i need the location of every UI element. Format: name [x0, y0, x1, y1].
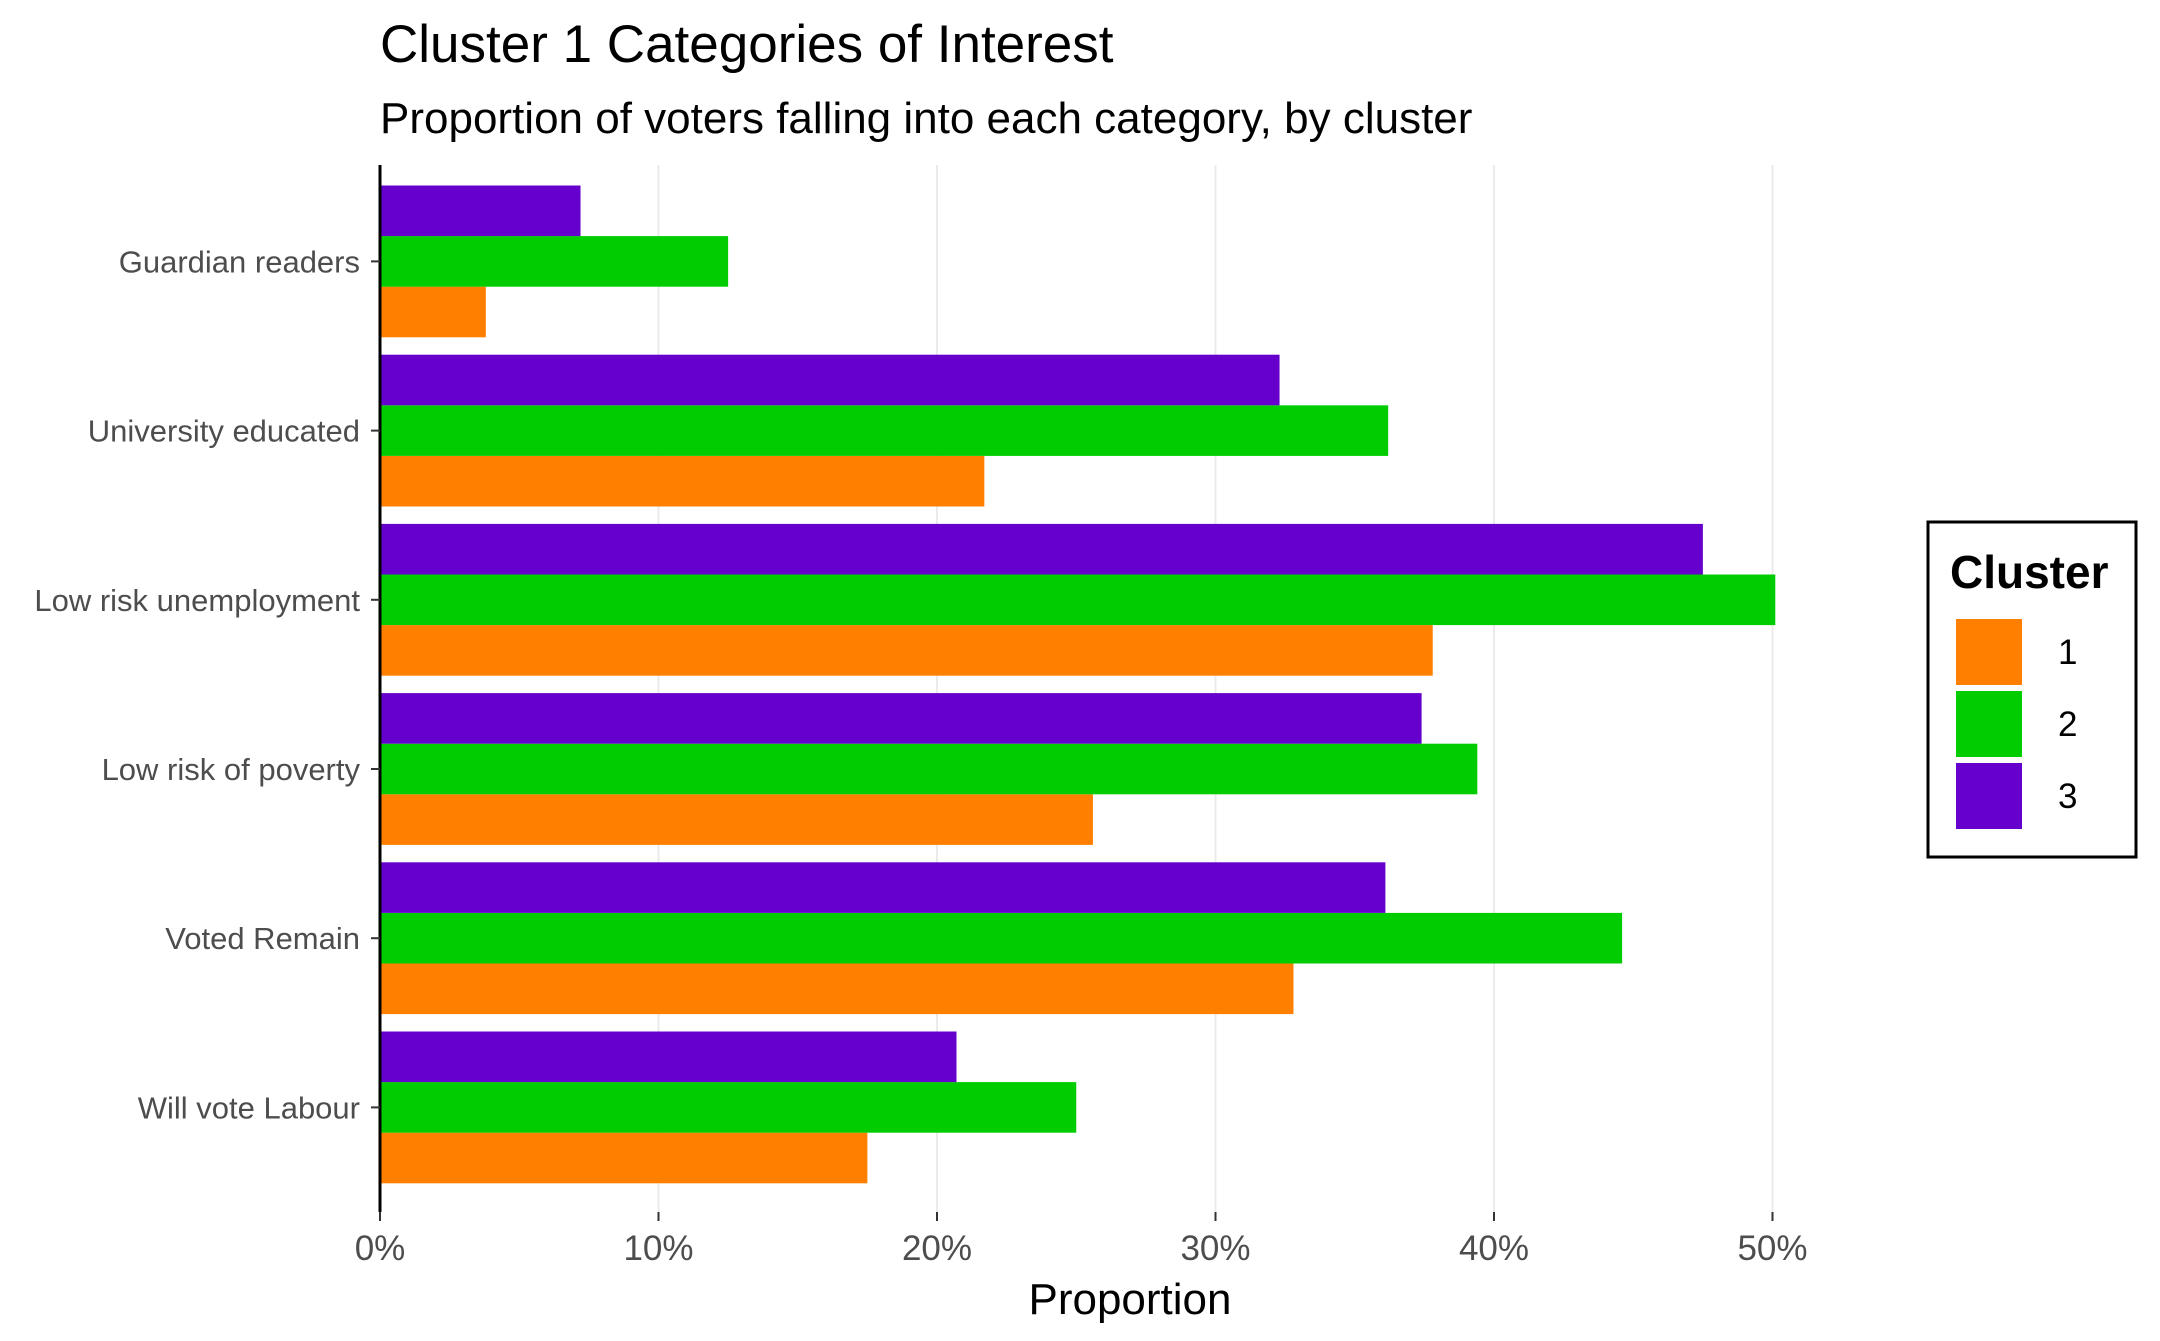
- legend-title: Cluster: [1950, 546, 2109, 598]
- x-tick-label: 50%: [1737, 1229, 1807, 1268]
- legend-key-3: [1956, 763, 2022, 829]
- legend-key-2: [1956, 691, 2022, 757]
- y-tick-label: Will vote Labour: [138, 1090, 360, 1125]
- bar-cluster-1-guardian-readers: [380, 286, 486, 338]
- bar-cluster-2-will-vote-labour: [380, 1082, 1077, 1133]
- bar-cluster-1-low-risk-unemployment: [380, 625, 1433, 676]
- chart-subtitle: Proportion of voters falling into each c…: [380, 94, 1472, 143]
- y-tick-label: Voted Remain: [165, 921, 360, 956]
- y-axis-ticks: Guardian readers University educated Low r…: [34, 244, 380, 1125]
- bar-cluster-2-low-risk-unemployment: [380, 574, 1776, 626]
- y-tick-label: University educated: [88, 414, 360, 449]
- bar-cluster-2-university-educated: [380, 405, 1389, 456]
- bar-cluster-2-low-risk-of-poverty: [380, 743, 1478, 795]
- bar-cluster-3-will-vote-labour: [380, 1031, 957, 1083]
- bar-cluster-1-low-risk-of-poverty: [380, 794, 1093, 845]
- chart-title: Cluster 1 Categories of Interest: [380, 15, 1114, 74]
- legend-label-3: 3: [2058, 777, 2077, 816]
- x-axis-title: Proportion: [1028, 1275, 1231, 1324]
- bar-cluster-3-voted-remain: [380, 862, 1386, 913]
- x-tick-label: 20%: [902, 1229, 972, 1268]
- bar-cluster-1-university-educated: [380, 455, 985, 507]
- legend-key-1: [1956, 619, 2022, 685]
- x-axis-ticks: 0% 10% 20% 30% 40% 50%: [355, 1212, 1808, 1268]
- bar-cluster-3-guardian-readers: [380, 185, 581, 237]
- legend-label-2: 2: [2058, 705, 2077, 744]
- x-tick-label: 30%: [1180, 1229, 1250, 1268]
- bar-cluster-3-low-risk-unemployment: [380, 523, 1703, 575]
- bar-cluster-3-low-risk-of-poverty: [380, 693, 1422, 744]
- y-tick-label: Low risk unemployment: [34, 583, 360, 618]
- y-tick-label: Low risk of poverty: [102, 752, 361, 787]
- y-tick-label: Guardian readers: [119, 244, 360, 279]
- x-tick-label: 0%: [355, 1229, 406, 1268]
- bars: [380, 185, 1776, 1184]
- x-tick-label: 10%: [623, 1229, 693, 1268]
- bar-cluster-1-will-vote-labour: [380, 1132, 868, 1184]
- legend-items: 1 2 3: [1956, 619, 2077, 829]
- legend: Cluster 1 2 3: [1926, 520, 2138, 859]
- bar-cluster-3-university-educated: [380, 354, 1280, 406]
- bar-cluster-1-voted-remain: [380, 963, 1294, 1015]
- bar-cluster-2-voted-remain: [380, 912, 1623, 964]
- bar-cluster-2-guardian-readers: [380, 236, 729, 287]
- x-tick-label: 40%: [1459, 1229, 1529, 1268]
- legend-label-1: 1: [2058, 633, 2077, 672]
